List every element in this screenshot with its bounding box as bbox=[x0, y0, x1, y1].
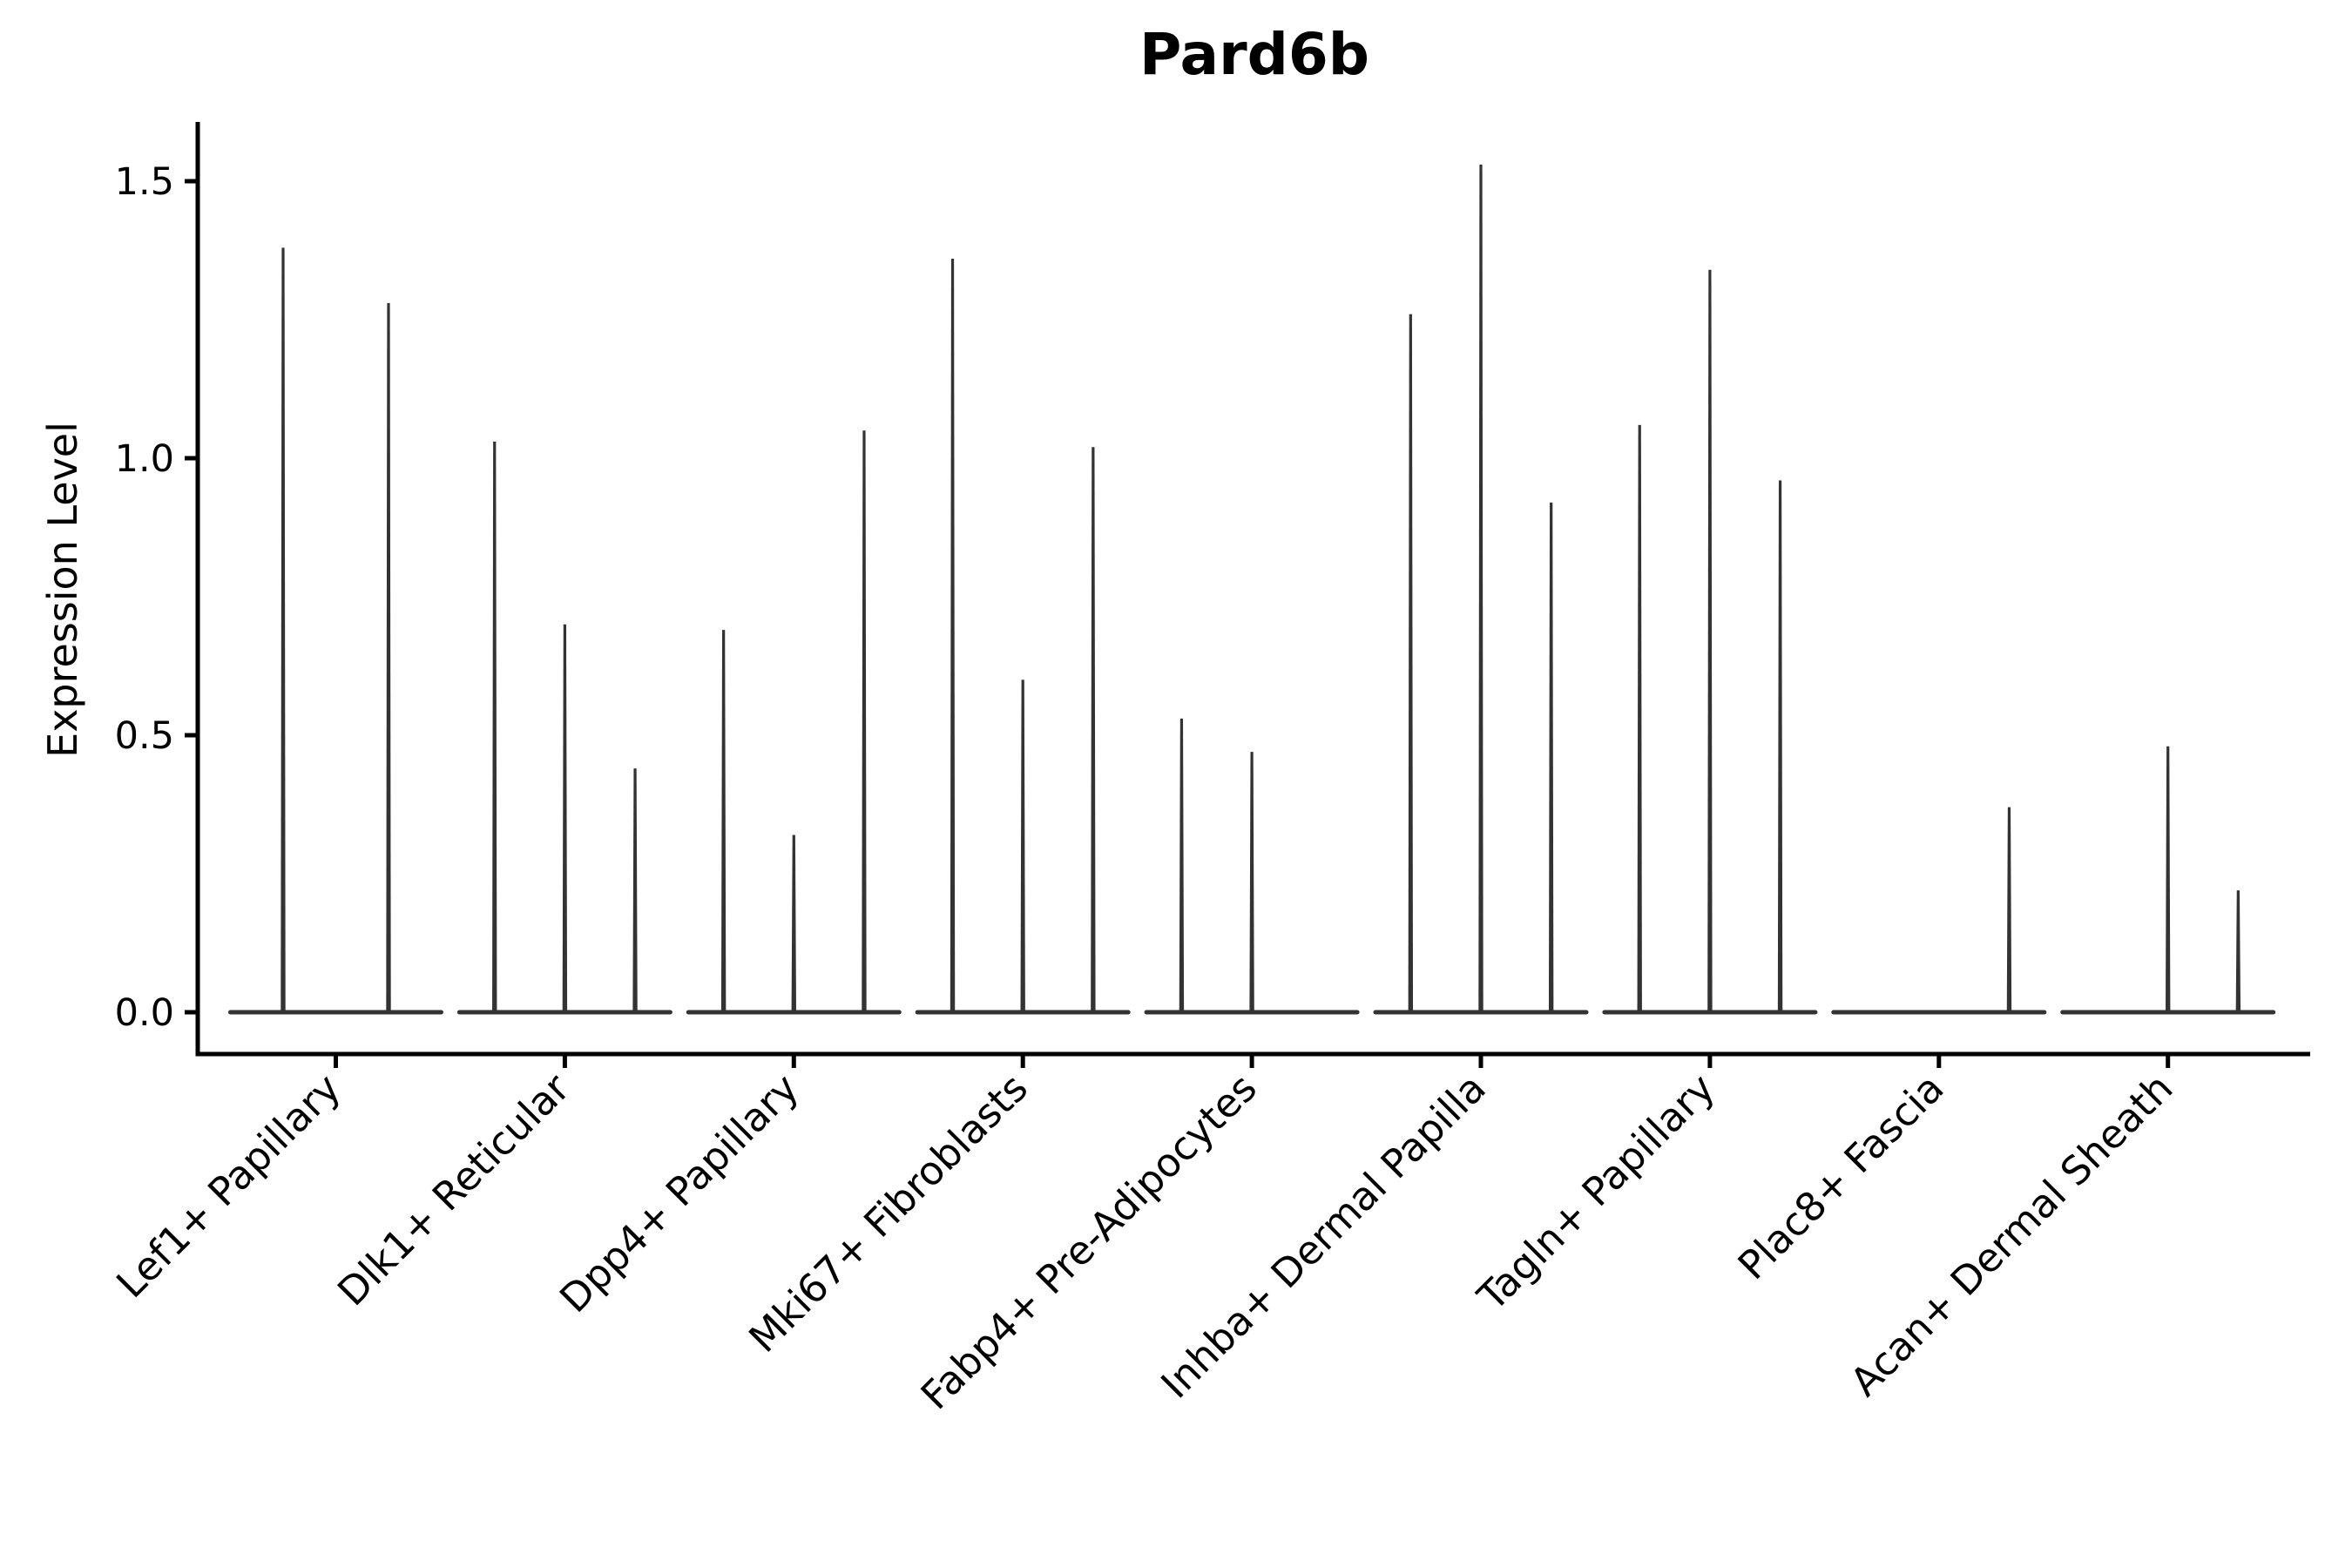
x-tick-label: Dpp4+ Papillary bbox=[551, 1064, 808, 1321]
violin-spike bbox=[1020, 679, 1025, 1012]
violin-spike bbox=[2006, 807, 2012, 1012]
x-tick-label: Dlk1+ Reticular bbox=[328, 1064, 578, 1315]
violin-spike bbox=[280, 247, 286, 1012]
violin-spike bbox=[1548, 502, 1554, 1012]
y-axis-label: Expression Level bbox=[39, 422, 86, 758]
violin-spike bbox=[1249, 752, 1254, 1012]
violin-spike bbox=[791, 835, 796, 1012]
violin-spike bbox=[1777, 480, 1783, 1012]
violin-spike bbox=[1478, 164, 1484, 1013]
violin-spike bbox=[862, 430, 867, 1012]
violin-spike bbox=[2166, 746, 2171, 1012]
violin-spike bbox=[632, 768, 638, 1012]
y-tick-label: 0.0 bbox=[115, 991, 174, 1035]
chart-title: Pard6b bbox=[1139, 21, 1370, 88]
violin-spike bbox=[562, 624, 568, 1012]
violin-spike bbox=[2235, 890, 2241, 1012]
x-tick-label: Lef1+ Papillary bbox=[107, 1064, 349, 1307]
violin-spike bbox=[1408, 314, 1414, 1012]
y-tick-label: 1.0 bbox=[115, 437, 174, 481]
x-tick-label: Plac8+ Fascia bbox=[1729, 1064, 1953, 1288]
y-tick-label: 0.5 bbox=[115, 714, 174, 758]
violin-spike bbox=[720, 630, 727, 1012]
violin-spike bbox=[950, 259, 956, 1012]
violin-spike bbox=[1179, 718, 1185, 1012]
violin-spike bbox=[1707, 269, 1713, 1012]
y-tick-label: 1.5 bbox=[115, 160, 174, 204]
x-tick-label: Tagln+ Papillary bbox=[1468, 1064, 1723, 1320]
violin-spike bbox=[1091, 447, 1096, 1012]
violin-spike bbox=[386, 302, 391, 1012]
violin-spike bbox=[492, 441, 497, 1012]
violin-spike bbox=[1637, 424, 1642, 1013]
